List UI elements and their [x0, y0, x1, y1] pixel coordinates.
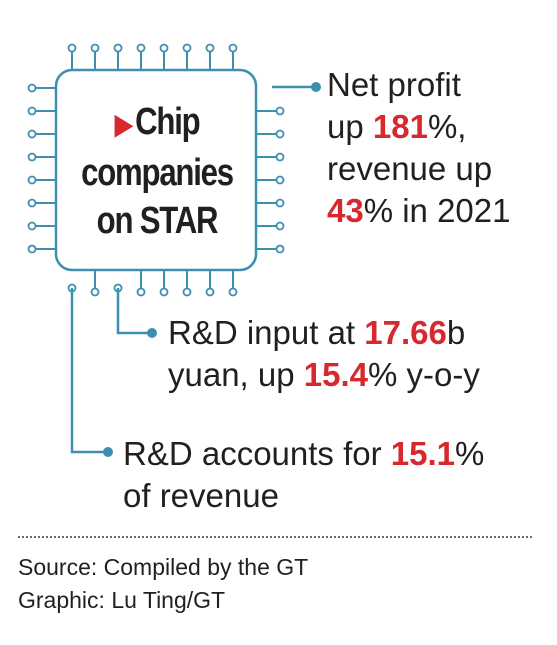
highlight-number: 15.1: [390, 435, 456, 472]
pin-bottom: [228, 270, 238, 297]
stat-text: Net profit: [327, 66, 461, 103]
dot-net-profit: [311, 82, 321, 92]
stat-text: %,: [427, 108, 467, 145]
chip-title-line-3: on STAR: [96, 200, 219, 242]
chip-title: ▶Chip companies on STAR: [79, 98, 235, 245]
pin-top: [90, 43, 100, 70]
pin-right: [256, 129, 285, 139]
divider: [18, 536, 532, 538]
stat-line: revenue up: [327, 148, 511, 190]
chip-title-line-1: Chip: [135, 101, 201, 143]
stat-line: R&D accounts for 15.1%: [123, 433, 484, 475]
chip-body: [54, 68, 258, 272]
pin-top: [136, 43, 146, 70]
highlight-number: 15.4: [303, 356, 369, 393]
stat-text: %: [455, 435, 485, 472]
pin-right: [256, 152, 285, 162]
stat-line: R&D input at 17.66b: [168, 312, 480, 354]
pin-top: [67, 43, 77, 70]
highlight-number: 43: [327, 192, 364, 229]
pin-right: [256, 221, 285, 231]
pin-bottom: [90, 270, 100, 297]
stat-text: R&D input at: [168, 314, 365, 351]
pin-left: [27, 175, 56, 185]
pin-left: [27, 129, 56, 139]
stat-text: R&D accounts for: [123, 435, 391, 472]
stat-line: yuan, up 15.4% y-o-y: [168, 354, 480, 396]
pin-right: [256, 244, 285, 254]
pin-right: [256, 198, 285, 208]
pin-left: [27, 221, 56, 231]
pin-top: [159, 43, 169, 70]
stat-line: 43% in 2021: [327, 190, 511, 232]
stat-net-profit: Net profit up 181%, revenue up 43% in 2021: [327, 64, 511, 232]
pin-top: [113, 43, 123, 70]
source-credit: Source: Compiled by the GT: [18, 554, 309, 580]
stat-line: up 181%,: [327, 106, 511, 148]
pin-right: [256, 106, 285, 116]
stat-rnd-input: R&D input at 17.66b yuan, up 15.4% y-o-y: [168, 312, 480, 396]
pin-left: [27, 106, 56, 116]
stat-text: % in 2021: [363, 192, 511, 229]
pin-top: [182, 43, 192, 70]
play-arrow-icon: ▶: [114, 108, 134, 141]
connector-rnd-share: [70, 288, 108, 454]
graphic-credit: Graphic: Lu Ting/GT: [18, 587, 226, 613]
dot-rnd-input: [147, 328, 157, 338]
stat-text: up: [327, 108, 373, 145]
connector-dots: [103, 82, 321, 457]
pin-bottom: [205, 270, 215, 297]
stat-text: of revenue: [123, 477, 279, 514]
pin-left: [27, 244, 56, 254]
pin-bottom: [159, 270, 169, 297]
connector-lines: [70, 85, 316, 454]
pin-top: [205, 43, 215, 70]
pin-bottom: [182, 270, 192, 297]
pin-right: [256, 175, 285, 185]
highlight-number: 17.66: [364, 314, 447, 351]
stat-rnd-share: R&D accounts for 15.1% of revenue: [123, 433, 484, 517]
stat-text: revenue up: [327, 150, 493, 187]
pin-bottom: [136, 270, 146, 297]
stat-text: yuan, up: [168, 356, 304, 393]
stat-line: Net profit: [327, 64, 511, 106]
connector-rnd-input: [116, 288, 152, 335]
highlight-number: 181: [372, 108, 428, 145]
dot-rnd-share: [103, 447, 113, 457]
stat-line: of revenue: [123, 475, 484, 517]
pin-left: [27, 152, 56, 162]
pin-left: [27, 198, 56, 208]
pin-left: [27, 83, 56, 93]
stat-text: b: [446, 314, 466, 351]
stat-text: % y-o-y: [368, 356, 480, 393]
chip-title-line-2: companies: [81, 152, 234, 194]
pin-top: [228, 43, 238, 70]
